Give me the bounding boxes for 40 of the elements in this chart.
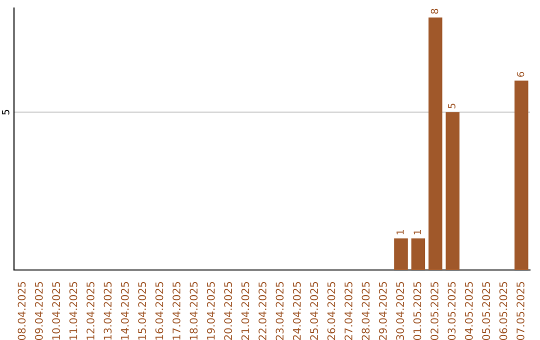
x-tick-label: 13.04.2025 — [104, 282, 112, 340]
x-tick-label: 20.04.2025 — [224, 282, 232, 340]
x-tick-label: 18.04.2025 — [190, 282, 198, 340]
x-tick-label: 22.04.2025 — [258, 282, 266, 340]
x-tick-label: 25.04.2025 — [310, 282, 318, 340]
x-tick-label: 05.05.2025 — [482, 282, 490, 340]
x-tick-label: 08.04.2025 — [18, 282, 26, 340]
data-label: 1 — [396, 230, 404, 234]
x-tick-label: 23.04.2025 — [276, 282, 284, 340]
bar — [411, 238, 426, 270]
bar — [394, 238, 408, 270]
x-tick-label: 29.04.2025 — [378, 282, 387, 340]
bar — [428, 17, 442, 270]
x-tick-label: 10.04.2025 — [52, 282, 60, 340]
x-tick-label: 01.05.2025 — [413, 282, 422, 340]
x-tick-label: 30.04.2025 — [396, 282, 404, 340]
x-tick-label: 19.04.2025 — [206, 282, 215, 340]
x-tick-label: 26.04.2025 — [327, 282, 336, 340]
data-label: 1 — [414, 230, 421, 234]
bar — [446, 112, 460, 270]
x-tick-label: 04.05.2025 — [464, 282, 473, 340]
x-tick-label: 06.05.2025 — [499, 282, 508, 340]
x-tick-label: 07.05.2025 — [516, 282, 524, 340]
x-tick-label: 09.04.2025 — [34, 282, 43, 340]
x-tick-label: 11.04.2025 — [69, 282, 78, 340]
x-tick-label: 28.04.2025 — [362, 282, 370, 340]
x-tick-label: 17.04.2025 — [172, 282, 180, 340]
x-tick-label: 14.04.2025 — [120, 282, 129, 340]
data-label: 6 — [516, 72, 524, 77]
x-tick-label: 12.04.2025 — [86, 282, 94, 340]
x-tick-label: 21.04.2025 — [241, 282, 250, 340]
x-tick-label: 27.04.2025 — [344, 282, 352, 340]
bar — [514, 80, 528, 270]
data-label: 5 — [448, 104, 456, 108]
x-tick-label: 15.04.2025 — [138, 282, 146, 340]
data-label: 8 — [430, 8, 438, 14]
x-tick-label: 02.05.2025 — [430, 282, 438, 340]
x-tick-label: 16.04.2025 — [155, 282, 164, 340]
x-tick-label: 03.05.2025 — [448, 282, 456, 340]
x-tick-label: 24.04.2025 — [292, 282, 301, 340]
